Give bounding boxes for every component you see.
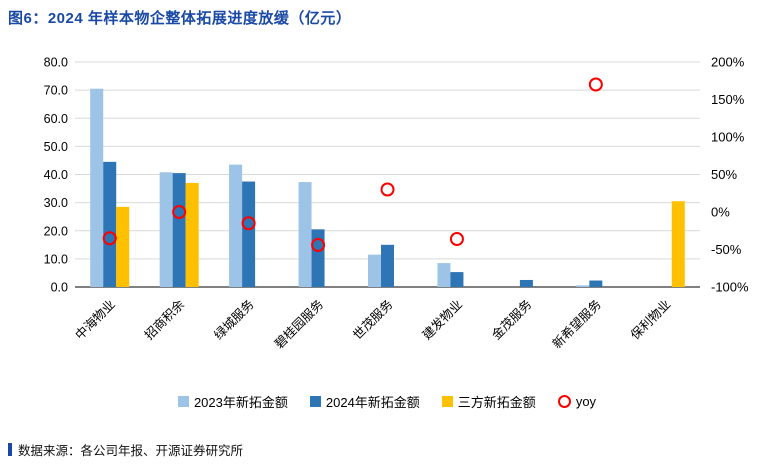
legend-label: 2024年新拓金额 (325, 395, 420, 410)
right-axis-tick: 100% (711, 130, 745, 145)
x-axis-label: 招商积余 (141, 296, 187, 342)
x-axis-label: 保利物业 (628, 297, 673, 342)
legend-swatch (177, 396, 189, 407)
left-axis-tick: 20.0 (44, 224, 68, 238)
bar (368, 254, 381, 287)
bar (172, 173, 186, 287)
left-axis-tick: 60.0 (44, 112, 68, 126)
legend-item: 三方新拓金额 (441, 392, 536, 411)
x-axis-label: 中海物业 (72, 297, 118, 343)
left-axis-tick: 30.0 (44, 196, 68, 210)
legend-label: 三方新拓金额 (457, 395, 536, 410)
yoy-marker (241, 216, 256, 231)
bar (298, 182, 312, 287)
left-axis-tick: 40.0 (44, 168, 68, 182)
bar (229, 164, 243, 287)
left-axis-tick: 10.0 (44, 252, 68, 266)
bar (311, 229, 325, 287)
chart-plot-area: 80.0 70.0 60.0 50.0 40.0 30.0 20.0 10.0 0.0 200% 1… (44, 55, 749, 352)
right-axis-tick: -50% (711, 242, 742, 257)
legend: 2023年新拓金额 2024年新拓金额 三方新拓金额 yoy (0, 392, 774, 411)
right-axis-tick: -100% (711, 280, 749, 295)
bar (450, 272, 464, 287)
left-axis-tick: 0.0 (51, 281, 68, 295)
source-accent-bar (8, 443, 12, 456)
legend-swatch (441, 396, 453, 407)
yoy-marker (311, 238, 326, 252)
yoy-marker (380, 182, 395, 197)
bar (381, 244, 394, 287)
legend-label: 2023年新拓金额 (193, 395, 288, 410)
bar (116, 206, 130, 287)
bar (519, 279, 533, 287)
left-axis-tick: 70.0 (44, 84, 68, 98)
right-axis-tick: 50% (711, 167, 737, 182)
x-axis-label: 新希望服务 (549, 297, 604, 352)
source-note: 数据来源：各公司年报、开源证券研究所 (8, 440, 243, 459)
legend-label: yoy (575, 394, 597, 409)
legend-item: 2023年新拓金额 (177, 392, 288, 411)
bar (576, 285, 590, 287)
bar (671, 201, 685, 287)
right-axis-tick: 0% (711, 205, 730, 220)
left-axis-tick: 50.0 (44, 140, 68, 154)
yoy-marker (172, 205, 187, 219)
legend-swatch (309, 396, 321, 407)
x-axis-label: 世茂服务 (350, 297, 396, 343)
bar (242, 181, 256, 287)
source-text: 数据来源：各公司年报、开源证券研究所 (18, 444, 244, 458)
bar (437, 263, 451, 287)
right-axis-tick: 150% (711, 92, 745, 107)
x-axis-label: 建发物业 (419, 297, 465, 343)
yoy-marker (449, 232, 464, 246)
left-axis-tick: 80.0 (44, 56, 68, 70)
bar (185, 182, 199, 287)
right-axis-tick: 200% (711, 55, 745, 70)
bar (103, 161, 117, 287)
x-axis-label: 绿城服务 (211, 297, 257, 343)
yoy-marker (588, 77, 603, 92)
yoy-marker-icon (557, 395, 571, 408)
bar (90, 88, 104, 287)
x-axis-label: 碧桂园服务 (271, 297, 326, 352)
legend-item: 2024年新拓金额 (309, 392, 420, 411)
x-axis-label: 金茂服务 (489, 297, 535, 343)
legend-item: yoy (557, 394, 597, 409)
figure-title: 图6：2024 年样本物企整体拓展进度放缓（亿元） (8, 10, 352, 27)
bar (159, 172, 173, 287)
bar (589, 280, 603, 287)
yoy-marker (102, 231, 117, 246)
